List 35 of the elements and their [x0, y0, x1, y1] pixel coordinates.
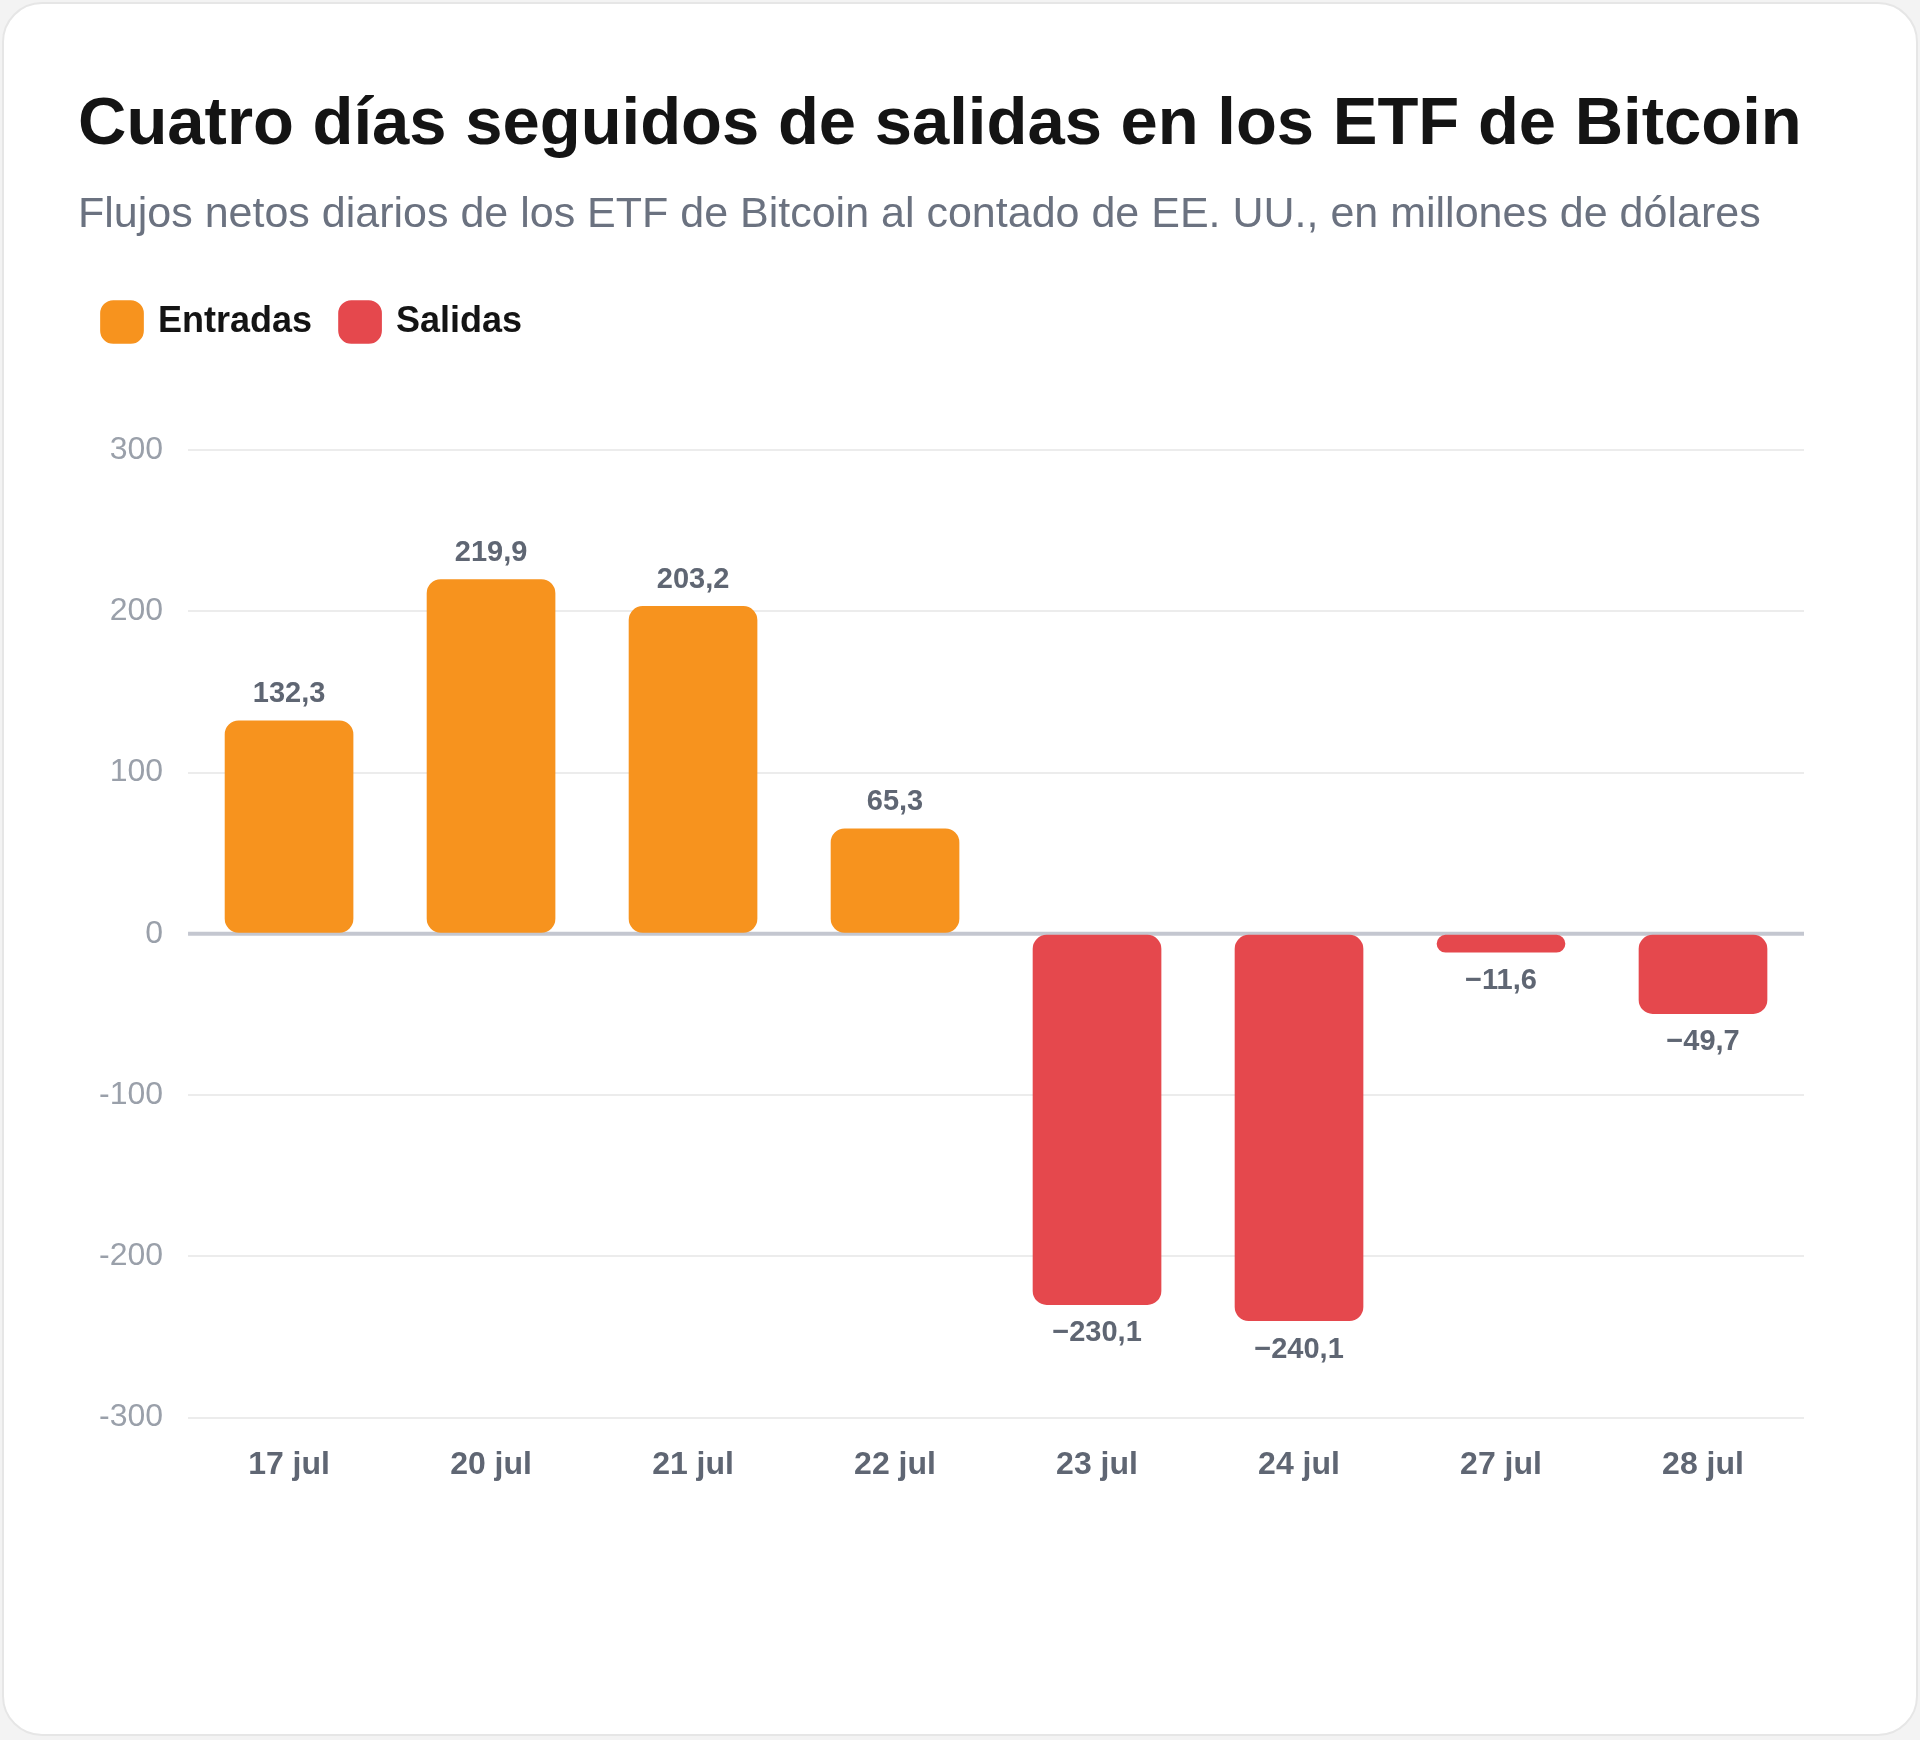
- y-tick-label: -100: [99, 1074, 164, 1111]
- bar: [1436, 934, 1566, 953]
- bar: [628, 606, 758, 933]
- data-label: 219,9: [454, 534, 528, 567]
- y-tick-label: -200: [99, 1236, 164, 1273]
- y-tick-label: 0: [145, 913, 164, 950]
- data-label: −240,1: [1254, 1331, 1344, 1364]
- y-tick-label: 200: [109, 591, 164, 628]
- y-tick-label: -300: [99, 1397, 164, 1434]
- data-label: −49,7: [1666, 1024, 1740, 1057]
- chart-subtitle: Flujos netos diarios de los ETF de Bitcoin al contado de EE. UU., en millones de dólares: [78, 188, 1761, 237]
- x-tick-label: 21 jul: [652, 1444, 734, 1481]
- bar: [830, 828, 960, 933]
- data-label: −11,6: [1465, 963, 1537, 996]
- legend-label: Salidas: [396, 298, 523, 340]
- bar: [1638, 934, 1768, 1014]
- y-tick-label: 100: [109, 752, 164, 789]
- data-label: 203,2: [656, 561, 730, 594]
- x-tick-label: 17 jul: [248, 1444, 330, 1481]
- x-tick-label: 22 jul: [854, 1444, 936, 1481]
- bar: [224, 720, 354, 933]
- x-tick-label: 24 jul: [1258, 1444, 1340, 1481]
- x-tick-label: 23 jul: [1056, 1444, 1138, 1481]
- bar: [1234, 934, 1364, 1321]
- data-label: 65,3: [866, 783, 924, 816]
- y-tick-label: 300: [109, 429, 164, 466]
- x-tick-label: 28 jul: [1662, 1444, 1744, 1481]
- x-tick-label: 20 jul: [450, 1444, 532, 1481]
- data-label: −230,1: [1052, 1315, 1142, 1348]
- bar: [426, 579, 556, 933]
- chart-title: Cuatro días seguidos de salidas en los ETF de Bitcoin: [78, 82, 1802, 159]
- data-label: 132,3: [252, 675, 326, 708]
- bar: [1032, 934, 1162, 1305]
- legend-label: Entradas: [158, 298, 313, 340]
- x-tick-label: 27 jul: [1460, 1444, 1542, 1481]
